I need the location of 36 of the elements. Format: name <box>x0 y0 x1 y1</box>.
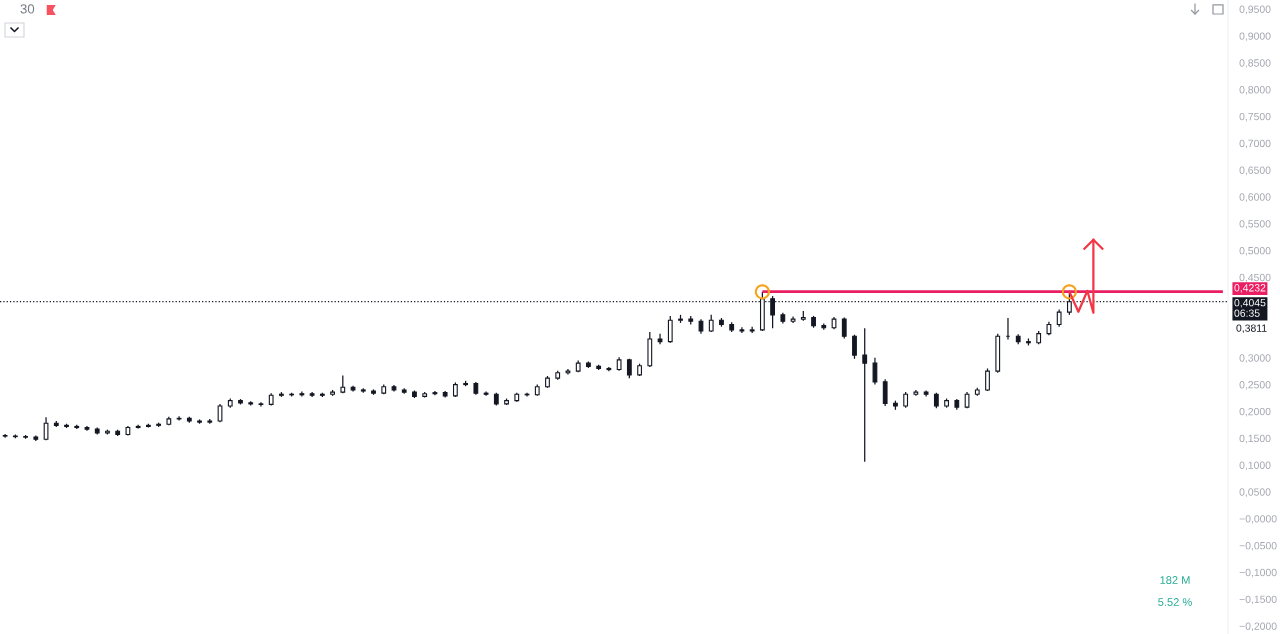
y-tick-label: 0,4500 <box>1239 273 1271 283</box>
candlestick <box>862 327 868 463</box>
y-tick-label: 0,5500 <box>1239 220 1271 229</box>
y-tick-label: 0,8500 <box>1239 59 1271 68</box>
data-label: 0,4232 <box>1234 284 1266 293</box>
y-tick-label: 0,1500 <box>1239 434 1271 444</box>
y-tick-label: −0,1500 <box>1239 595 1277 605</box>
y-tick-label: 0,2500 <box>1239 381 1271 390</box>
candlestick <box>258 401 264 408</box>
y-tick-label: −0,2000 <box>1239 622 1277 632</box>
y-tick-label: 0,9000 <box>1239 32 1271 42</box>
y-tick-label: 0,7500 <box>1239 112 1271 122</box>
y-tick-label: 0,6500 <box>1239 166 1271 176</box>
text: 0,3811 <box>1236 324 1267 334</box>
candlestick <box>852 334 857 360</box>
annotation: 182 M <box>1160 576 1190 584</box>
ref-line-label: 0,4045 06:35 <box>1234 298 1266 317</box>
y-tick-label: −0,0500 <box>1239 542 1277 551</box>
y-tick-label: 0,3000 <box>1239 354 1271 363</box>
y-tick-label: 0,9500 <box>1239 5 1271 15</box>
y-tick-label: 0,0500 <box>1239 488 1271 497</box>
y-tick-label: −0,1000 <box>1239 568 1277 578</box>
annotation: 5.52 % <box>1158 598 1192 606</box>
chart-title: 30 <box>20 4 35 14</box>
candlestick <box>667 315 673 344</box>
y-tick-label: 0,8000 <box>1239 86 1271 95</box>
y-tick-label: 0,2000 <box>1239 407 1271 417</box>
y-tick-label: 0,6000 <box>1239 193 1271 202</box>
candlestick <box>882 378 888 407</box>
candlestick <box>657 333 663 345</box>
candlestick <box>872 357 878 386</box>
y-tick-label: 0,7000 <box>1239 139 1271 149</box>
y-tick-label: −0,0000 <box>1239 515 1277 524</box>
y-tick-label: 0,1000 <box>1239 461 1271 471</box>
y-tick-label: 0,5000 <box>1239 246 1271 256</box>
candlestick <box>176 415 182 422</box>
